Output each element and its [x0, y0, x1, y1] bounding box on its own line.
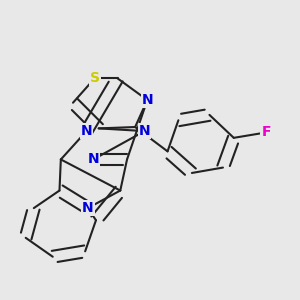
Text: S: S: [90, 71, 100, 85]
Text: N: N: [82, 201, 94, 215]
Text: N: N: [142, 93, 153, 107]
Text: F: F: [261, 125, 271, 140]
Text: N: N: [87, 152, 99, 167]
Text: N: N: [139, 124, 150, 138]
Text: N: N: [81, 124, 92, 138]
